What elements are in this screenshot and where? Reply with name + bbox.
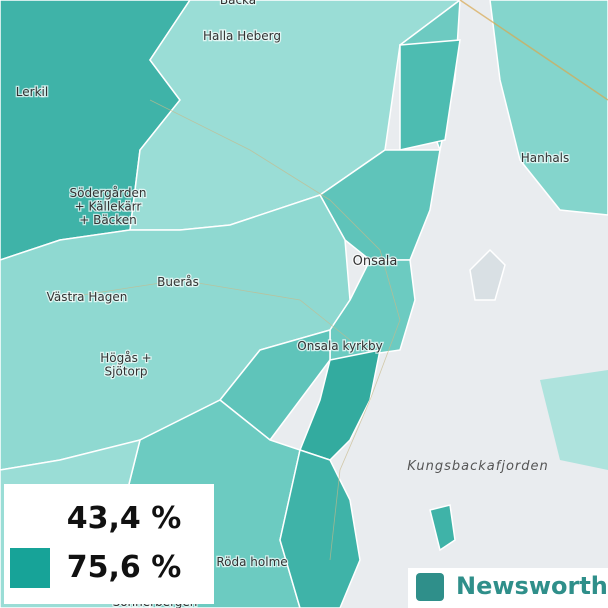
road: [149, 99, 401, 561]
place-label: Kungsbackafjorden: [407, 459, 549, 474]
road: [49, 279, 351, 341]
region: [399, 39, 461, 151]
logo-icon: [416, 573, 444, 601]
place-label: + Bäcken: [79, 213, 137, 227]
place-label: Västra Hagen: [47, 290, 128, 304]
place-label: Lerkil: [16, 85, 48, 99]
region: [489, 0, 608, 216]
roads: [49, 0, 608, 561]
place-label: Onsala: [353, 254, 398, 269]
island: [469, 248, 506, 301]
island: [429, 504, 456, 552]
legend-value: 75,6 %: [67, 550, 182, 585]
legend-value: 43,4 %: [67, 501, 182, 536]
place-label: Onsala kyrkby: [297, 339, 382, 353]
logo-text: Newsworthy: [456, 572, 608, 600]
place-label: Backa: [220, 0, 256, 7]
island: [540, 370, 608, 470]
region: [299, 349, 381, 461]
region: [279, 449, 361, 608]
place-label: Sjötorp: [105, 365, 148, 379]
place-label: Halla Heberg: [203, 29, 281, 43]
place-label: + Källekärr: [75, 200, 142, 214]
place-label: Röda holme: [216, 555, 287, 569]
road: [459, 0, 608, 101]
place-label: Buerås: [157, 275, 199, 289]
place-label: Högås +: [100, 351, 151, 365]
place-label: Södergården: [70, 186, 147, 200]
place-label: Hanhals: [521, 151, 570, 165]
legend-swatch-low: [10, 490, 50, 530]
legend-swatch-high: [10, 548, 50, 588]
